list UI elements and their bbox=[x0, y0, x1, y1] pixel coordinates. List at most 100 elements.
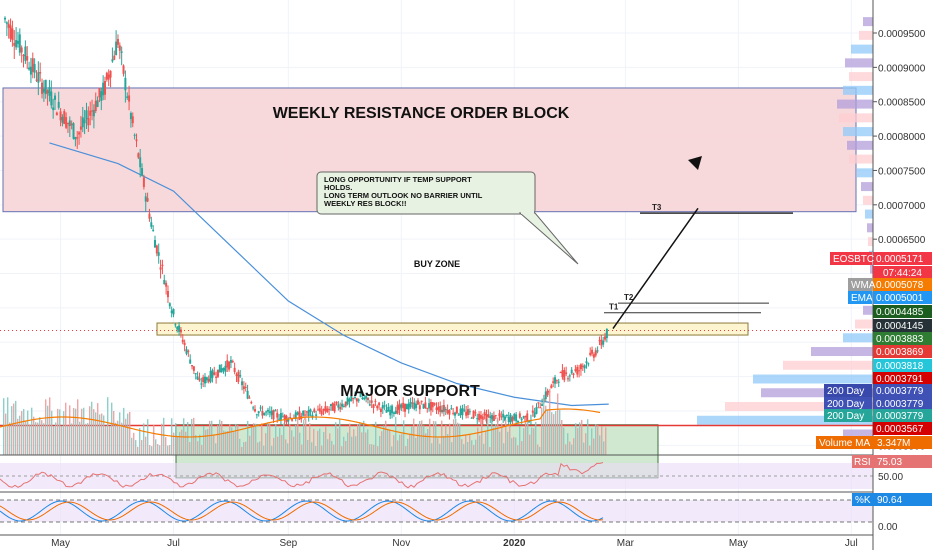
candle-body bbox=[131, 116, 134, 124]
tag-200day: 200 Day bbox=[827, 399, 864, 410]
candle-body bbox=[150, 222, 153, 227]
volume-profile-bar bbox=[870, 264, 873, 274]
candle-body bbox=[478, 413, 481, 421]
candle-body bbox=[346, 397, 349, 405]
candle-body bbox=[135, 139, 138, 142]
volume-bar bbox=[597, 425, 599, 455]
x-tick-label: Mar bbox=[617, 538, 635, 549]
price-label: 0.0003791 bbox=[876, 374, 924, 385]
candle-body bbox=[224, 365, 227, 372]
volume-bar bbox=[381, 431, 383, 455]
price-tick-label: 0.0008000 bbox=[878, 132, 926, 143]
candle-body bbox=[552, 381, 555, 383]
candle-body bbox=[598, 340, 601, 342]
volume-bar bbox=[375, 421, 377, 455]
volume-bar bbox=[7, 397, 9, 455]
volume-bar bbox=[409, 433, 411, 455]
candle-body bbox=[305, 411, 308, 413]
volume-bar bbox=[577, 428, 579, 455]
candle-body bbox=[365, 395, 368, 399]
candle-body bbox=[94, 100, 97, 112]
candle-body bbox=[248, 397, 251, 399]
candle-body bbox=[366, 397, 369, 400]
volume-bar bbox=[159, 445, 161, 455]
volume-bar bbox=[89, 406, 91, 455]
volume-profile-bar bbox=[867, 223, 873, 233]
candle-body bbox=[587, 363, 590, 365]
candle-body bbox=[407, 403, 410, 410]
candle-body bbox=[474, 412, 477, 414]
candle-body bbox=[385, 410, 388, 413]
candle-body bbox=[137, 153, 140, 158]
candle-body bbox=[435, 407, 438, 410]
price-label: 0.0004145 bbox=[876, 321, 924, 332]
volume-bar bbox=[559, 410, 561, 455]
buy-zone-label: BUY ZONE bbox=[414, 259, 460, 269]
volume-bar bbox=[283, 423, 285, 455]
volume-bar bbox=[537, 444, 539, 455]
volume-bar bbox=[227, 431, 229, 455]
candle-body bbox=[185, 349, 188, 354]
volume-bar bbox=[499, 431, 501, 455]
candle-body bbox=[428, 403, 431, 409]
volume-bar bbox=[353, 429, 355, 455]
candle-body bbox=[446, 409, 449, 414]
volume-bar bbox=[79, 421, 81, 455]
volume-bar bbox=[403, 420, 405, 455]
volume-bar bbox=[515, 437, 517, 455]
volume-bar bbox=[217, 425, 219, 455]
candle-body bbox=[255, 414, 258, 416]
rsi-tag-bg bbox=[852, 455, 873, 468]
candle-body bbox=[341, 403, 344, 407]
candle-body bbox=[52, 107, 55, 111]
candle-body bbox=[241, 381, 244, 386]
volume-bar bbox=[239, 438, 241, 455]
volume-profile-bar bbox=[837, 99, 873, 109]
price-label-bg bbox=[873, 278, 932, 291]
candle-body bbox=[291, 419, 294, 421]
volume-bar bbox=[387, 429, 389, 455]
candle-body bbox=[568, 375, 571, 377]
candle-body bbox=[254, 409, 257, 412]
volume-bar bbox=[17, 418, 19, 455]
volume-bar bbox=[187, 422, 189, 455]
volume-bar bbox=[37, 422, 39, 455]
volume-bar bbox=[53, 426, 55, 455]
candle-body bbox=[505, 414, 508, 417]
volume-profile-bar bbox=[761, 388, 873, 398]
candle-body bbox=[152, 229, 155, 231]
volume-bar bbox=[471, 440, 473, 455]
candle-body bbox=[57, 101, 60, 108]
volume-bar bbox=[593, 438, 595, 455]
candle-body bbox=[579, 364, 582, 370]
volume-bar bbox=[95, 412, 97, 455]
candle-body bbox=[526, 413, 529, 422]
volume-bar bbox=[505, 419, 507, 455]
volume-bar bbox=[5, 413, 7, 455]
candle-body bbox=[574, 369, 577, 371]
candle-body bbox=[92, 109, 95, 117]
candle-body bbox=[298, 411, 301, 420]
candle-body bbox=[400, 404, 403, 408]
volume-bar bbox=[85, 423, 87, 455]
candle-body bbox=[46, 90, 49, 94]
candle-body bbox=[54, 95, 57, 100]
volume-bar bbox=[125, 418, 127, 455]
volume-profile-bar bbox=[855, 319, 873, 329]
rsi-band bbox=[0, 463, 873, 489]
volume-bar bbox=[359, 423, 361, 455]
candle-body bbox=[576, 367, 579, 375]
countdown-bg bbox=[873, 266, 932, 278]
volume-bar bbox=[501, 423, 503, 455]
volume-bar bbox=[317, 430, 319, 455]
volume-bar bbox=[247, 420, 249, 455]
candle-body bbox=[61, 116, 64, 123]
volume-bar bbox=[601, 426, 603, 455]
candle-body bbox=[418, 405, 421, 410]
volume-profile-bar bbox=[725, 402, 873, 412]
candle-body bbox=[561, 370, 564, 378]
candle-body bbox=[413, 402, 416, 410]
price-label: 0.0003779 bbox=[876, 411, 924, 422]
stoch-d-line bbox=[0, 501, 604, 521]
